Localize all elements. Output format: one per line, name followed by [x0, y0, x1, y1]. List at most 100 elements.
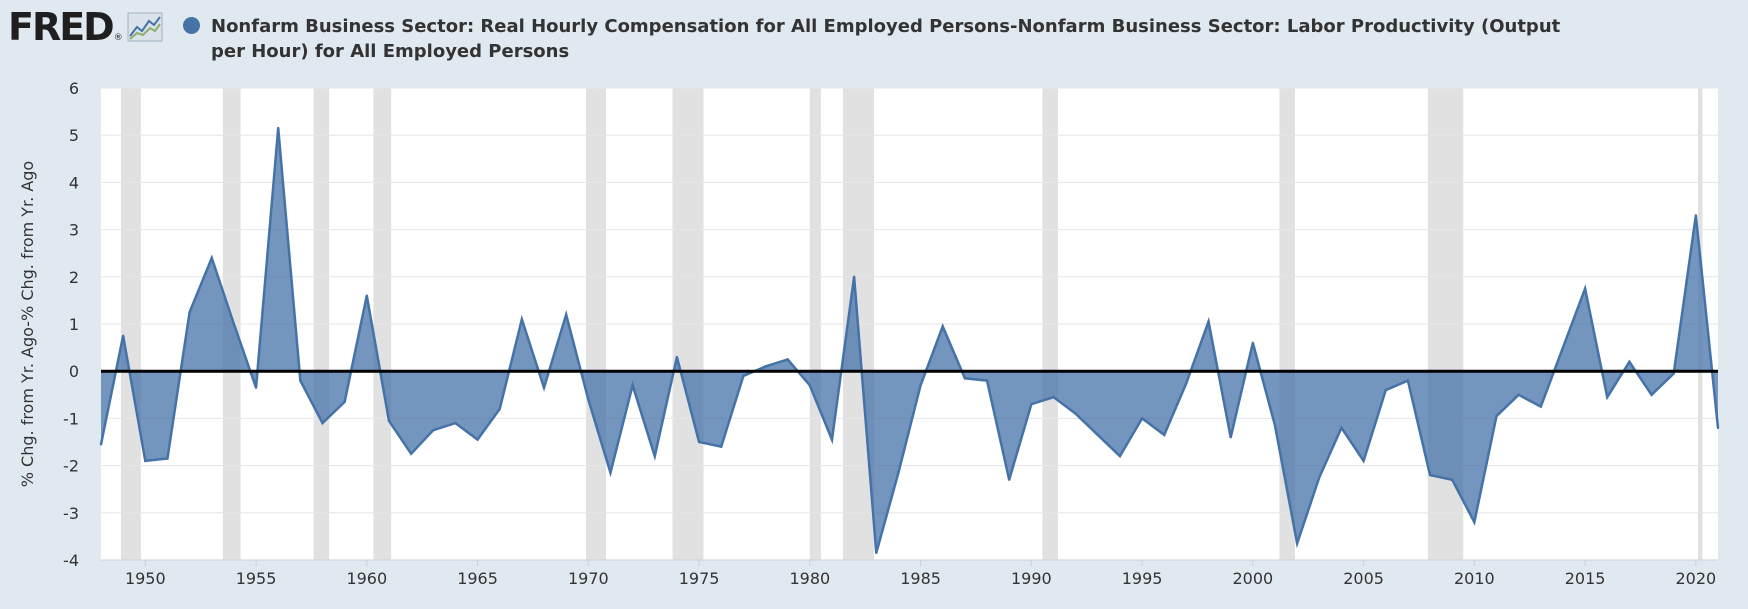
data-point [1450, 478, 1454, 481]
data-point [1185, 381, 1188, 385]
legend-series-label: Nonfarm Business Sector: Real Hourly Com… [211, 16, 1561, 62]
data-point [321, 421, 324, 425]
data-point [919, 384, 922, 387]
data-point [1229, 436, 1232, 439]
data-point [166, 457, 169, 460]
chart-legend[interactable]: Nonfarm Business Sector: Real Hourly Com… [183, 14, 1583, 64]
data-point [188, 311, 191, 314]
data-point [963, 377, 967, 380]
data-point [343, 400, 346, 404]
data-point [1650, 393, 1653, 396]
data-point [1716, 426, 1720, 430]
data-point [1583, 287, 1587, 290]
data-point [1561, 346, 1565, 349]
data-point [387, 419, 391, 422]
y-tick-label: 6 [69, 79, 79, 98]
data-point [653, 454, 656, 458]
y-tick-label: 3 [69, 221, 79, 240]
x-tick-label: 2000 [1232, 569, 1273, 588]
data-point [1495, 414, 1498, 418]
data-point [1251, 341, 1255, 345]
y-tick-label: -2 [63, 457, 79, 476]
data-point [1052, 395, 1055, 399]
data-point [631, 384, 634, 387]
data-point [1539, 405, 1542, 408]
data-point [1384, 388, 1387, 392]
data-point [875, 551, 878, 555]
data-point [786, 358, 789, 361]
line-chart-icon [127, 12, 163, 42]
data-point [520, 318, 524, 321]
x-tick-label: 1985 [900, 569, 941, 588]
data-point [1406, 379, 1410, 382]
x-tick-label: 2015 [1565, 569, 1606, 588]
data-point [1295, 542, 1299, 545]
data-point [1672, 372, 1675, 375]
data-point [1096, 433, 1099, 437]
y-tick-label: -3 [63, 504, 79, 523]
data-point [742, 374, 745, 378]
data-point [1030, 403, 1033, 406]
y-tick-label: 0 [69, 362, 79, 381]
x-tick-label: 1955 [236, 569, 277, 588]
data-point [409, 452, 413, 455]
y-tick-label: -4 [63, 551, 79, 570]
data-point [542, 386, 546, 389]
data-point [210, 256, 213, 260]
data-point [365, 294, 369, 297]
series-area [101, 128, 1718, 553]
data-point [697, 440, 701, 444]
x-tick-label: 1960 [346, 569, 387, 588]
data-point [144, 459, 147, 463]
x-tick-label: 1975 [679, 569, 720, 588]
data-point [1207, 320, 1210, 323]
x-tick-label: 1980 [789, 569, 830, 588]
data-point [1362, 459, 1365, 463]
data-point [1340, 426, 1343, 430]
data-point [1517, 393, 1520, 396]
x-tick-label: 2020 [1675, 569, 1716, 588]
data-point [720, 445, 723, 448]
y-tick-label: 5 [69, 126, 79, 145]
x-tick-label: 1965 [457, 569, 498, 588]
series-line [99, 128, 1720, 554]
x-tick-label: 2010 [1454, 569, 1495, 588]
data-point [1007, 478, 1011, 481]
data-point [675, 355, 679, 359]
data-point [564, 313, 568, 316]
data-point [99, 443, 103, 446]
data-point [1074, 412, 1077, 415]
data-point [1163, 433, 1166, 437]
y-tick-label: -1 [63, 409, 79, 428]
data-point [941, 325, 944, 328]
data-point [232, 322, 236, 326]
data-point [476, 438, 479, 441]
data-point [808, 384, 812, 387]
data-point [1428, 473, 1432, 477]
data-point [764, 365, 767, 368]
data-point [432, 429, 435, 432]
data-point [277, 126, 280, 130]
data-point [830, 438, 834, 441]
data-point [1318, 476, 1321, 479]
y-tick-label: 1 [69, 315, 79, 334]
fred-logo[interactable]: FRED ® [8, 6, 163, 48]
data-point [498, 407, 501, 411]
x-tick-label: 1995 [1122, 569, 1163, 588]
data-point [587, 398, 590, 401]
data-point [254, 386, 258, 389]
fred-logo-text: FRED [8, 5, 115, 49]
data-point [121, 334, 125, 337]
y-tick-label: 2 [69, 268, 79, 287]
data-point [1273, 424, 1277, 427]
data-point [1606, 395, 1609, 399]
y-axis-title: % Chg. from Yr. Ago-% Chg. from Yr. Ago [18, 161, 37, 487]
x-tick-label: 2005 [1343, 569, 1384, 588]
data-point [1473, 521, 1476, 524]
x-tick-label: 1950 [125, 569, 166, 588]
legend-series-marker [183, 17, 200, 34]
data-point [1628, 360, 1631, 363]
data-point [985, 379, 989, 382]
